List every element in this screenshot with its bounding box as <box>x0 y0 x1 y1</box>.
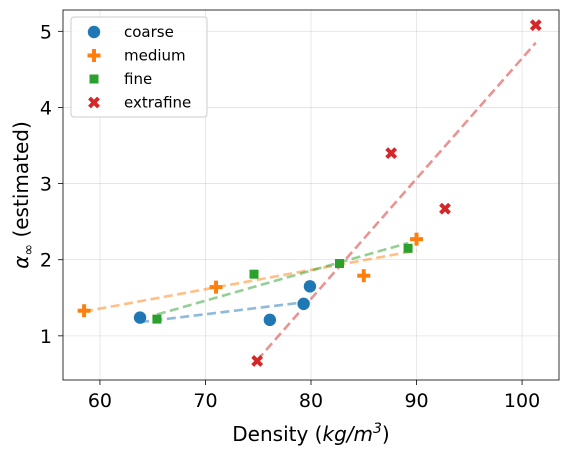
point-fine <box>334 259 344 269</box>
fit-line-medium <box>83 249 417 313</box>
x-tick-label: 70 <box>193 390 217 412</box>
point-coarse <box>133 311 147 324</box>
point-coarse <box>297 297 310 311</box>
point-extrafine <box>385 147 398 160</box>
x-tick-label: 80 <box>299 390 323 412</box>
point-extrafine <box>439 202 451 215</box>
point-extrafine <box>251 355 264 367</box>
point-extrafine <box>529 19 542 32</box>
y-tick-label: 4 <box>40 97 52 119</box>
point-fine <box>403 243 413 253</box>
y-tick-label: 5 <box>40 21 52 43</box>
legend-label-extrafine: extrafine <box>124 94 191 112</box>
point-medium <box>410 232 424 246</box>
legend-label-fine: fine <box>124 70 152 88</box>
legend-marker-coarse <box>87 25 101 39</box>
data-points <box>77 19 542 367</box>
point-fine <box>249 269 259 279</box>
legend: coarse medium fine extrafine <box>70 16 208 118</box>
x-tick-label: 90 <box>404 390 428 412</box>
legend-box <box>70 16 208 118</box>
point-coarse <box>263 313 277 327</box>
axis-ticks: 60 70 80 90 100 1 2 3 4 5 <box>40 21 540 412</box>
y-tick-label: 2 <box>40 250 52 272</box>
point-medium <box>209 280 223 294</box>
legend-label-coarse: coarse <box>124 23 174 41</box>
y-tick-label: 3 <box>40 174 52 196</box>
legend-marker-medium <box>87 49 101 62</box>
y-tick-label: 1 <box>40 326 52 348</box>
fit-line-fine <box>156 241 409 316</box>
legend-label-medium: medium <box>124 47 186 65</box>
fit-line-extrafine <box>256 41 537 362</box>
legend-marker-fine <box>89 74 99 84</box>
y-axis-label: α∞ (estimated) <box>9 121 37 269</box>
fit-line-coarse <box>139 300 311 324</box>
x-tick-label: 100 <box>504 390 540 412</box>
x-axis-label: Density (kg/m3) <box>232 421 389 446</box>
point-coarse <box>303 280 317 293</box>
point-medium <box>357 269 371 283</box>
point-fine <box>152 314 162 324</box>
legend-marker-extrafine <box>88 96 100 109</box>
point-medium <box>77 304 91 318</box>
x-tick-label: 60 <box>88 390 112 412</box>
